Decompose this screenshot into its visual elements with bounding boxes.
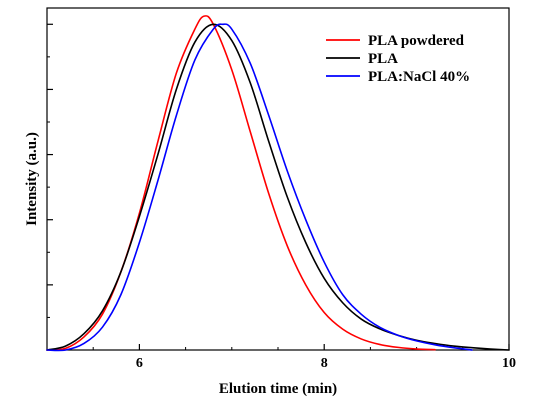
plot-frame bbox=[46, 7, 510, 351]
y-axis-label: Intensity (a.u.) bbox=[24, 132, 40, 226]
x-tick-label: 10 bbox=[502, 356, 516, 371]
x-tick-label: 8 bbox=[321, 356, 328, 371]
x-axis-label: Elution time (min) bbox=[219, 381, 337, 397]
legend-label-pla-powdered: PLA powdered bbox=[368, 33, 465, 49]
series-line-pla bbox=[46, 23, 510, 351]
legend: PLA powdered PLA PLA:NaCl 40% bbox=[326, 33, 470, 85]
series-line-pla-nacl-40 bbox=[46, 23, 473, 352]
legend-label-pla-nacl-40: PLA:NaCl 40% bbox=[368, 69, 470, 85]
x-tick-label: 6 bbox=[136, 356, 143, 371]
legend-label-pla: PLA bbox=[368, 51, 398, 67]
axis-ticks: 6 8 10 bbox=[46, 23, 516, 371]
series-lines bbox=[46, 15, 510, 352]
